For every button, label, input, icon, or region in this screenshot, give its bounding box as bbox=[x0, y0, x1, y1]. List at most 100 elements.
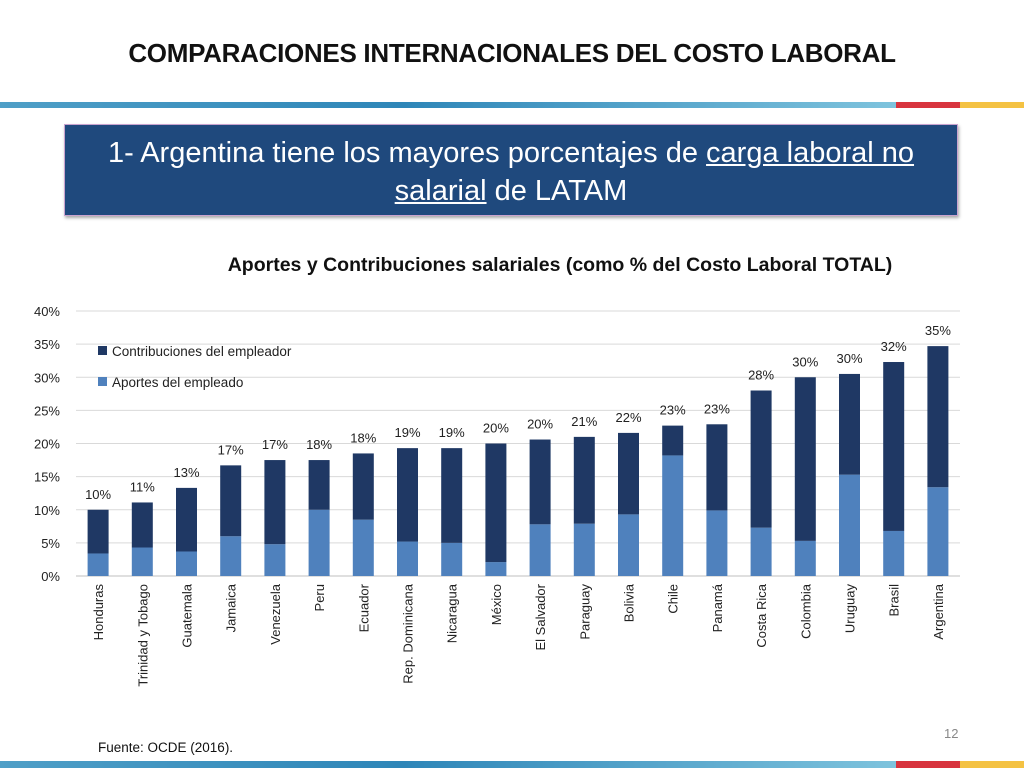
bar-segment-employer bbox=[794, 377, 816, 541]
bar-segment-employee bbox=[352, 519, 374, 576]
bar-segment-employer bbox=[131, 502, 153, 548]
bar-segment-employer bbox=[750, 390, 772, 528]
bar-segment-employer bbox=[220, 465, 242, 537]
data-label-total: 18% bbox=[350, 430, 376, 445]
data-label-total: 30% bbox=[836, 351, 862, 366]
bar-segment-employee bbox=[87, 553, 109, 576]
data-label-total: 19% bbox=[394, 425, 420, 440]
data-label-total: 19% bbox=[439, 425, 465, 440]
bar-segment-employer bbox=[397, 448, 418, 542]
data-label-total: 35% bbox=[925, 323, 951, 338]
bar-segment-employer bbox=[529, 439, 551, 525]
x-tick-label: Jamaica bbox=[224, 583, 239, 632]
bar-segment-employee bbox=[662, 455, 684, 576]
legend-label: Aportes del empleado bbox=[112, 375, 243, 390]
slide-title: COMPARACIONES INTERNACIONALES DEL COSTO … bbox=[128, 38, 896, 68]
y-tick-label: 15% bbox=[34, 470, 60, 485]
legend-label: Contribuciones del empleador bbox=[112, 344, 292, 359]
x-tick-label: Ecuador bbox=[356, 583, 371, 632]
bar-segment-employer bbox=[264, 460, 286, 545]
headline-line-2: salarial de LATAM bbox=[65, 172, 957, 210]
bar-segment-employee bbox=[618, 514, 639, 576]
data-label-total: 20% bbox=[527, 417, 553, 432]
bar-segment-employee bbox=[308, 509, 330, 576]
headline-underlined-2: salarial bbox=[394, 175, 487, 207]
y-tick-label: 20% bbox=[34, 437, 60, 452]
data-label-total: 11% bbox=[130, 479, 155, 494]
data-label-total: 22% bbox=[615, 410, 641, 425]
bar-segment-employer bbox=[87, 509, 109, 554]
data-label-total: 10% bbox=[85, 487, 111, 502]
data-label-total: 32% bbox=[881, 339, 907, 354]
bar-segment-employee bbox=[750, 527, 772, 576]
data-label-total: 23% bbox=[704, 401, 730, 416]
x-tick-label: México bbox=[489, 584, 504, 625]
x-tick-label: Costa Rica bbox=[754, 583, 769, 647]
bar-segment-employee bbox=[529, 524, 551, 576]
source-note: Fuente: OCDE (2016). bbox=[98, 740, 234, 755]
x-tick-label: Bolivia bbox=[622, 583, 637, 622]
x-tick-label: Colombia bbox=[798, 583, 813, 639]
data-label-total: 28% bbox=[748, 368, 774, 383]
top-accent-stripe bbox=[0, 102, 1024, 108]
x-tick-label: Venezuela bbox=[268, 583, 283, 644]
y-tick-label: 40% bbox=[34, 304, 60, 319]
bar-segment-employer bbox=[883, 362, 905, 531]
data-label-total: 23% bbox=[660, 403, 686, 418]
x-tick-label: Brasil bbox=[887, 584, 902, 617]
bar-segment-employer bbox=[176, 487, 197, 552]
y-tick-label: 10% bbox=[34, 503, 60, 518]
bar-segment-employee bbox=[883, 530, 905, 576]
data-label-total: 17% bbox=[218, 442, 244, 457]
data-label-total: 18% bbox=[306, 437, 332, 452]
bar-segment-employee bbox=[839, 474, 860, 576]
x-tick-label: Rep. Dominicana bbox=[401, 583, 416, 683]
x-tick-label: El Salvador bbox=[533, 583, 548, 650]
bar-segment-employer bbox=[662, 425, 684, 456]
bar-segment-employee bbox=[706, 510, 728, 576]
bar-segment-employee bbox=[441, 542, 463, 576]
bar-segment-employee bbox=[220, 536, 242, 576]
legend-swatch bbox=[98, 346, 107, 355]
x-tick-label: Nicaragua bbox=[445, 583, 460, 643]
bar-segment-employer bbox=[485, 443, 507, 563]
headline-prefix: 1- Argentina tiene los mayores porcentaj… bbox=[107, 137, 707, 169]
headline-line-1: 1- Argentina tiene los mayores porcentaj… bbox=[65, 134, 957, 172]
bar-segment-employer bbox=[706, 424, 728, 511]
bar-segment-employer bbox=[618, 432, 639, 515]
data-label-total: 17% bbox=[262, 437, 288, 452]
x-tick-label: Honduras bbox=[91, 584, 106, 641]
bar-segment-employee bbox=[131, 547, 153, 576]
x-tick-label: Panamá bbox=[710, 583, 725, 632]
bar-segment-employer bbox=[352, 453, 374, 520]
y-tick-label: 30% bbox=[34, 370, 60, 385]
chart-title: Aportes y Contribuciones salariales (com… bbox=[227, 254, 893, 276]
bar-segment-employer bbox=[839, 373, 860, 475]
y-tick-label: 25% bbox=[34, 403, 60, 418]
data-label-total: 21% bbox=[571, 414, 597, 429]
headline-underlined-1: carga laboral no bbox=[706, 137, 915, 169]
bar-segment-employee bbox=[573, 523, 595, 576]
bar-segment-employee bbox=[794, 540, 816, 576]
bar-segment-employer bbox=[308, 460, 330, 510]
data-label-total: 20% bbox=[483, 421, 509, 436]
stacked-bar-chart: 0% 5% 10% 15% 20% 25% 30% 35% 40% 10% Honduras 11% T… bbox=[34, 304, 960, 687]
y-tick-label: 0% bbox=[41, 569, 60, 584]
legend-swatch bbox=[98, 377, 107, 386]
x-tick-label: Trinidad y Tobago bbox=[135, 584, 150, 687]
x-tick-label: Peru bbox=[312, 584, 327, 611]
x-tick-label: Guatemala bbox=[180, 583, 195, 647]
y-tick-label: 5% bbox=[41, 536, 60, 551]
x-tick-label: Chile bbox=[666, 584, 681, 614]
bar-segment-employee bbox=[264, 544, 286, 576]
page-number: 12 bbox=[944, 726, 959, 741]
bar-segment-employer bbox=[573, 436, 595, 524]
bar-segment-employer bbox=[927, 346, 949, 488]
data-label-total: 30% bbox=[792, 354, 818, 369]
bar-segment-employee bbox=[397, 541, 418, 576]
x-tick-label: Argentina bbox=[931, 583, 946, 639]
headline-box: 1- Argentina tiene los mayores porcentaj… bbox=[64, 124, 958, 216]
bar-segment-employee bbox=[176, 551, 197, 576]
x-tick-label: Uruguay bbox=[843, 584, 858, 634]
headline-suffix: de LATAM bbox=[486, 175, 628, 207]
